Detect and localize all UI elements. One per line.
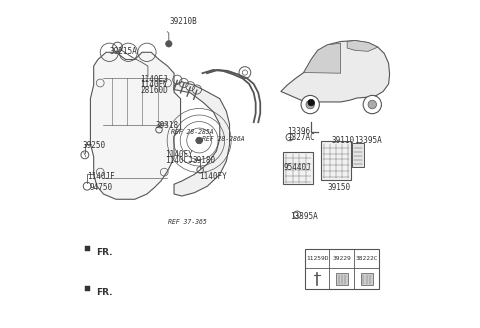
Bar	[85, 286, 90, 291]
Text: 39229: 39229	[333, 256, 351, 261]
Text: 11259D: 11259D	[306, 256, 328, 261]
FancyBboxPatch shape	[336, 273, 348, 285]
Circle shape	[306, 100, 314, 109]
Polygon shape	[347, 41, 378, 51]
Text: FR.: FR.	[96, 288, 113, 297]
Text: 39250: 39250	[83, 141, 106, 150]
Text: 1140JF: 1140JF	[87, 172, 115, 181]
Polygon shape	[304, 43, 341, 73]
Text: REF 37-365: REF 37-365	[168, 219, 206, 225]
Polygon shape	[90, 52, 180, 199]
Polygon shape	[281, 41, 390, 102]
Circle shape	[196, 137, 203, 144]
Text: 39215A: 39215A	[109, 47, 137, 56]
Text: 1140CJ: 1140CJ	[165, 156, 192, 165]
Text: 13395A: 13395A	[290, 213, 318, 221]
Text: 94750: 94750	[89, 183, 112, 192]
Circle shape	[363, 95, 382, 114]
Circle shape	[308, 99, 314, 106]
FancyBboxPatch shape	[283, 152, 313, 184]
Text: 39210B: 39210B	[170, 17, 198, 27]
Text: FR.: FR.	[96, 248, 113, 257]
FancyBboxPatch shape	[361, 273, 372, 285]
Text: REF 28-285A: REF 28-285A	[171, 129, 214, 135]
Text: 28160D: 28160D	[140, 86, 168, 95]
Circle shape	[301, 95, 319, 114]
Circle shape	[166, 41, 172, 47]
FancyBboxPatch shape	[352, 143, 364, 167]
Text: 39110: 39110	[332, 136, 355, 145]
Text: 1140EJ: 1140EJ	[140, 74, 168, 84]
Text: 1140FY: 1140FY	[140, 80, 168, 90]
Text: 1140FY: 1140FY	[165, 150, 192, 159]
Text: 1140FY: 1140FY	[199, 172, 227, 181]
Polygon shape	[174, 82, 229, 196]
Bar	[305, 249, 379, 289]
Bar	[85, 246, 90, 251]
Text: 1327AC: 1327AC	[288, 133, 315, 142]
Text: 95440J: 95440J	[283, 163, 311, 173]
Text: 13396: 13396	[288, 127, 311, 136]
Text: 39150: 39150	[327, 183, 351, 192]
Text: 39318: 39318	[155, 121, 178, 130]
Circle shape	[368, 100, 376, 109]
Text: 39180: 39180	[192, 156, 216, 165]
FancyBboxPatch shape	[321, 141, 351, 180]
Text: REF 28-286A: REF 28-286A	[202, 135, 244, 141]
Text: 13395A: 13395A	[354, 136, 382, 145]
Text: 38222C: 38222C	[356, 256, 378, 261]
